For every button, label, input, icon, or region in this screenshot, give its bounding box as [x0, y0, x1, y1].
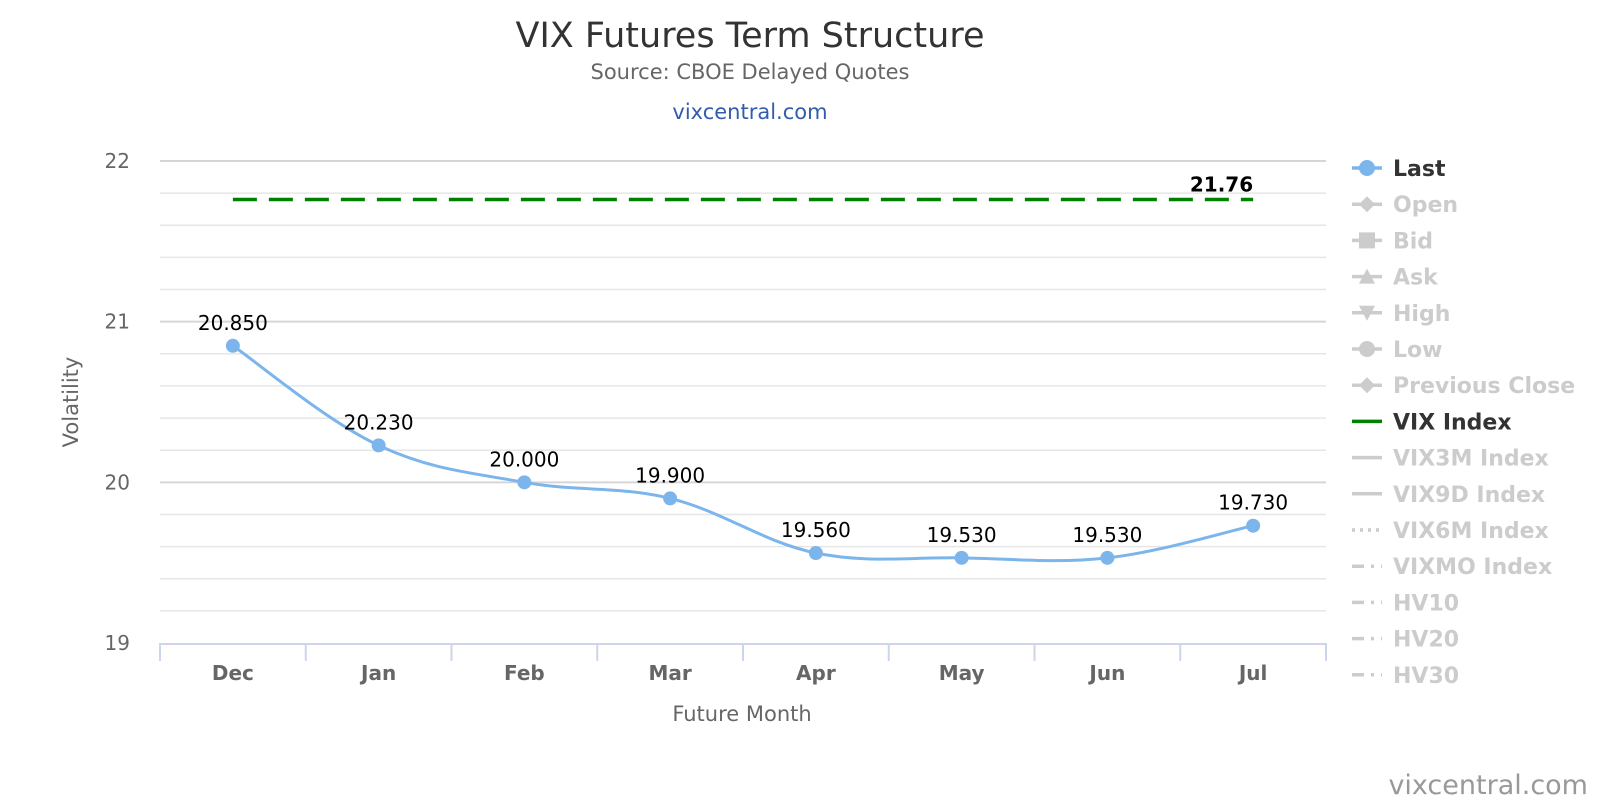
- data-point-apr: [808, 546, 823, 561]
- legend-item-open[interactable]: Open: [1352, 193, 1458, 218]
- data-label-may: 19.530: [927, 523, 997, 547]
- legend-marker-diamond: [1359, 196, 1375, 213]
- legend-item-vix6m-index[interactable]: VIX6M Index: [1352, 519, 1549, 544]
- legend-label-vix3m-index: VIX3M Index: [1393, 447, 1549, 472]
- legend-label-vix6m-index: VIX6M Index: [1393, 519, 1549, 544]
- legend-item-vix9d-index[interactable]: VIX9D Index: [1352, 483, 1545, 508]
- y-axis-ticks: 19 20 21 22: [105, 149, 130, 655]
- legend: Last Open Bid Ask High Low Previous Close VIX I…: [1352, 157, 1575, 689]
- vix-index-label: 21.76: [1190, 173, 1253, 197]
- legend-item-hv30[interactable]: HV30: [1352, 664, 1459, 689]
- chart-subtitle: Source: CBOE Delayed Quotes: [591, 60, 910, 84]
- x-axis: Dec Jan Feb Mar Apr May Jun Jul: [159, 643, 1327, 685]
- legend-label-bid: Bid: [1393, 229, 1433, 254]
- data-point-jun: [1100, 550, 1115, 565]
- legend-marker-circle: [1359, 160, 1375, 176]
- data-point-dec: [225, 338, 240, 353]
- y-tick-label: 19: [105, 631, 130, 655]
- x-tick-label: Feb: [504, 661, 545, 685]
- y-tick-label: 21: [105, 310, 130, 334]
- vix-index-series: 21.76: [232, 173, 1254, 202]
- data-point-may: [954, 550, 969, 565]
- legend-item-hv10[interactable]: HV10: [1352, 591, 1459, 616]
- legend-marker-circle: [1359, 341, 1375, 357]
- legend-item-high[interactable]: High: [1352, 302, 1450, 327]
- legend-item-ask[interactable]: Ask: [1352, 266, 1439, 291]
- data-label-apr: 19.560: [781, 518, 851, 542]
- legend-item-vixmo-index[interactable]: VIXMO Index: [1352, 555, 1552, 580]
- last-series-line: [232, 344, 1254, 563]
- last-series: 20.850 20.230 20.000 19.900 19.560 19.530 19.5…: [198, 311, 1288, 565]
- data-label-mar: 19.900: [635, 463, 705, 487]
- legend-item-low[interactable]: Low: [1352, 338, 1442, 363]
- data-label-feb: 20.000: [489, 447, 559, 471]
- legend-marker-square: [1359, 232, 1375, 249]
- legend-label-vix-index: VIX Index: [1393, 410, 1512, 435]
- legend-label-low: Low: [1393, 338, 1442, 363]
- x-tick-label: Jun: [1087, 661, 1125, 685]
- data-label-jul: 19.730: [1218, 491, 1288, 515]
- data-label-jun: 19.530: [1072, 523, 1142, 547]
- data-point-feb: [517, 475, 532, 490]
- x-tick-label: May: [939, 661, 985, 685]
- chart-title: VIX Futures Term Structure: [516, 16, 985, 56]
- x-tick-label: Mar: [648, 661, 691, 685]
- legend-item-last[interactable]: Last: [1352, 157, 1446, 182]
- data-label-jan: 20.230: [344, 410, 414, 434]
- data-label-dec: 20.850: [198, 311, 268, 335]
- legend-label-previous-close: Previous Close: [1393, 374, 1575, 399]
- data-point-mar: [663, 491, 678, 506]
- legend-label-hv10: HV10: [1393, 591, 1459, 616]
- legend-marker-triangle-down: [1359, 305, 1375, 321]
- legend-label-open: Open: [1393, 193, 1458, 218]
- legend-item-hv20[interactable]: HV20: [1352, 628, 1459, 653]
- legend-marker-triangle: [1359, 268, 1375, 284]
- legend-label-hv30: HV30: [1393, 664, 1459, 689]
- x-axis-title: Future Month: [672, 702, 811, 726]
- legend-item-bid[interactable]: Bid: [1352, 229, 1433, 254]
- x-tick-label: Apr: [796, 661, 836, 685]
- y-tick-label: 22: [105, 149, 130, 173]
- data-point-jul: [1246, 518, 1261, 533]
- legend-label-last: Last: [1393, 157, 1446, 182]
- legend-marker-diamond: [1359, 377, 1375, 394]
- legend-label-ask: Ask: [1393, 266, 1439, 291]
- legend-label-vix9d-index: VIX9D Index: [1393, 483, 1545, 508]
- legend-label-hv20: HV20: [1393, 628, 1459, 653]
- grid-lines: [160, 160, 1326, 612]
- source-link[interactable]: vixcentral.com: [672, 100, 827, 124]
- data-point-jan: [371, 438, 386, 453]
- legend-label-high: High: [1393, 302, 1450, 327]
- x-tick-label: Jul: [1237, 661, 1268, 685]
- legend-label-vixmo-index: VIXMO Index: [1393, 555, 1552, 580]
- legend-item-vix3m-index[interactable]: VIX3M Index: [1352, 447, 1549, 472]
- y-axis-title: Volatility: [59, 357, 83, 448]
- y-tick-label: 20: [105, 470, 130, 494]
- legend-item-vix-index[interactable]: VIX Index: [1352, 410, 1512, 435]
- x-tick-label: Jan: [359, 661, 396, 685]
- credit-text[interactable]: vixcentral.com: [1388, 770, 1588, 800]
- legend-item-previous-close[interactable]: Previous Close: [1352, 374, 1575, 399]
- x-tick-label: Dec: [212, 661, 254, 685]
